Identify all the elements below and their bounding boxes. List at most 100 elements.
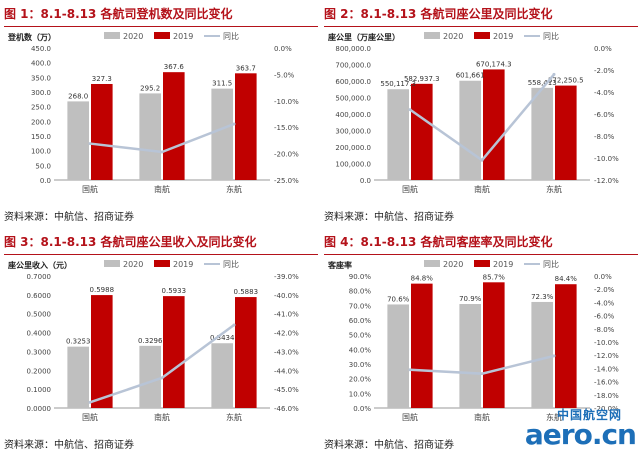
bar-2020	[211, 88, 233, 180]
legend-label-0: 2020	[443, 32, 463, 41]
y2-tick-label: -2.0%	[594, 286, 615, 294]
source-note: 资料来源：中航信、招商证券	[4, 212, 134, 223]
data-label-2019: 84.8%	[411, 275, 434, 283]
y2-tick-label: -14.0%	[594, 365, 619, 373]
chart-4: 客座率 2020 2019 同比 0.0% 10.0% 20.0% 30.0% 40.0% 50.…	[327, 259, 619, 422]
y-tick-label: 0.4000	[27, 330, 52, 338]
y-tick-label: 400,000.0	[335, 111, 371, 119]
y-tick-label: 90.0%	[349, 273, 372, 281]
bar-2019	[555, 284, 577, 408]
y-tick-label: 0.2000	[27, 367, 52, 375]
data-label-2019: 84.4%	[555, 275, 578, 283]
bar-2020	[387, 304, 409, 408]
y-tick-label: 250.0	[31, 104, 51, 112]
y-tick-label: 70.0%	[349, 302, 372, 310]
data-label-2020: 311.5	[212, 80, 232, 88]
y-tick-label: 0.0	[40, 177, 51, 185]
title-rule	[324, 254, 638, 255]
yoy-point	[160, 150, 164, 154]
data-label-2020: 268.0	[68, 92, 88, 100]
y2-tick-label: -10.0%	[274, 98, 299, 106]
y2-tick-label: -10.0%	[594, 155, 619, 163]
chart-panel-3: 图 3：8.1-8.13 各航司座公里收入及同比变化 座公里收入（元） 2020 2…	[4, 232, 318, 454]
legend-label-0: 2020	[443, 260, 463, 269]
bar-2019	[411, 83, 433, 180]
x-tick-label: 东航	[226, 412, 242, 422]
bar-2019	[91, 83, 113, 180]
x-tick-label: 东航	[546, 184, 562, 194]
y2-tick-label: -15.0%	[274, 124, 299, 132]
y-axis-label: 座公里收入（元）	[7, 260, 72, 270]
y-tick-label: 50.0%	[349, 332, 372, 340]
y2-tick-label: -2.0%	[594, 67, 615, 75]
y-tick-label: 200,000.0	[335, 144, 371, 152]
legend-swatch-0	[104, 32, 120, 39]
bar-2019	[483, 282, 505, 408]
bar-2020	[387, 89, 409, 180]
y2-tick-label: -12.0%	[594, 177, 619, 185]
y2-tick-label: -18.0%	[594, 392, 619, 400]
yoy-point	[88, 142, 92, 146]
x-tick-label: 东航	[546, 412, 562, 422]
yoy-point	[408, 368, 412, 372]
y2-tick-label: -20.0%	[594, 405, 619, 413]
data-label-2019: 327.3	[92, 75, 112, 83]
data-label-2020: 70.9%	[459, 295, 482, 303]
data-label-2019: 582,937.3	[404, 75, 440, 83]
y-tick-label: 40.0%	[349, 346, 372, 354]
legend-swatch-0	[104, 260, 120, 267]
y-tick-label: 600,000.0	[335, 78, 371, 86]
bar-2019	[91, 295, 113, 408]
legend-label-0: 2020	[123, 260, 143, 269]
legend-label-1: 2019	[173, 260, 193, 269]
bar-2020	[459, 304, 481, 408]
y-tick-label: 350.0	[31, 74, 51, 82]
y-tick-label: 0.5000	[27, 311, 52, 319]
data-label-2020: 0.3434	[210, 334, 235, 342]
y-tick-label: 0.0%	[353, 405, 371, 413]
bar-2020	[531, 87, 553, 180]
y-tick-label: 100.0	[31, 148, 51, 156]
y-tick-label: 80.0%	[349, 288, 372, 296]
yoy-point	[232, 323, 236, 327]
bar-2020	[67, 101, 89, 180]
yoy-point	[88, 400, 92, 404]
data-label-2020: 295.2	[140, 84, 160, 92]
bar-2019	[411, 283, 433, 408]
bar-2019	[163, 296, 185, 408]
y-tick-label: 0.3000	[27, 348, 52, 356]
data-label-2019: 0.5988	[90, 286, 115, 294]
y2-tick-label: -43.0%	[274, 348, 299, 356]
legend-label-2: 同比	[543, 259, 559, 269]
bar-2020	[531, 301, 553, 408]
legend-swatch-0	[424, 32, 440, 39]
yoy-point	[408, 108, 412, 112]
bar-2020	[139, 345, 161, 408]
bar-2020	[211, 343, 233, 408]
data-label-2020: 72.3%	[531, 293, 554, 301]
y-tick-label: 100,000.0	[335, 161, 371, 169]
y2-tick-label: -45.0%	[274, 386, 299, 394]
y-tick-label: 300.0	[31, 89, 51, 97]
data-label-2019: 572,250.5	[548, 77, 584, 85]
legend-swatch-1	[154, 32, 170, 39]
y2-tick-label: -41.0%	[274, 311, 299, 319]
legend-swatch-1	[474, 260, 490, 267]
y2-tick-label: 0.0%	[274, 45, 292, 53]
chart-1: 登机数（万） 2020 2019 同比 0.0 50.0 100.0 150.0 200.0 25…	[7, 31, 299, 194]
legend-label-0: 2020	[123, 32, 143, 41]
watermark-logo: 中国航空网 aero.cn	[476, 406, 637, 452]
y2-tick-label: -42.0%	[274, 330, 299, 338]
y2-tick-label: -8.0%	[594, 326, 615, 334]
legend-swatch-1	[154, 260, 170, 267]
chart-3: 座公里收入（元） 2020 2019 同比 0.0000 0.1000 0.2000 0.30…	[7, 259, 299, 422]
y-axis-label: 座公里（万座公里）	[327, 32, 400, 42]
y2-tick-label: -6.0%	[594, 111, 615, 119]
x-tick-label: 国航	[402, 184, 418, 194]
yoy-point	[232, 122, 236, 126]
y-tick-label: 20.0%	[349, 376, 372, 384]
bar-2019	[555, 85, 577, 180]
y-tick-label: 200.0	[31, 118, 51, 126]
watermark-cn: 中国航空网	[556, 408, 622, 422]
title-rule	[4, 254, 318, 255]
